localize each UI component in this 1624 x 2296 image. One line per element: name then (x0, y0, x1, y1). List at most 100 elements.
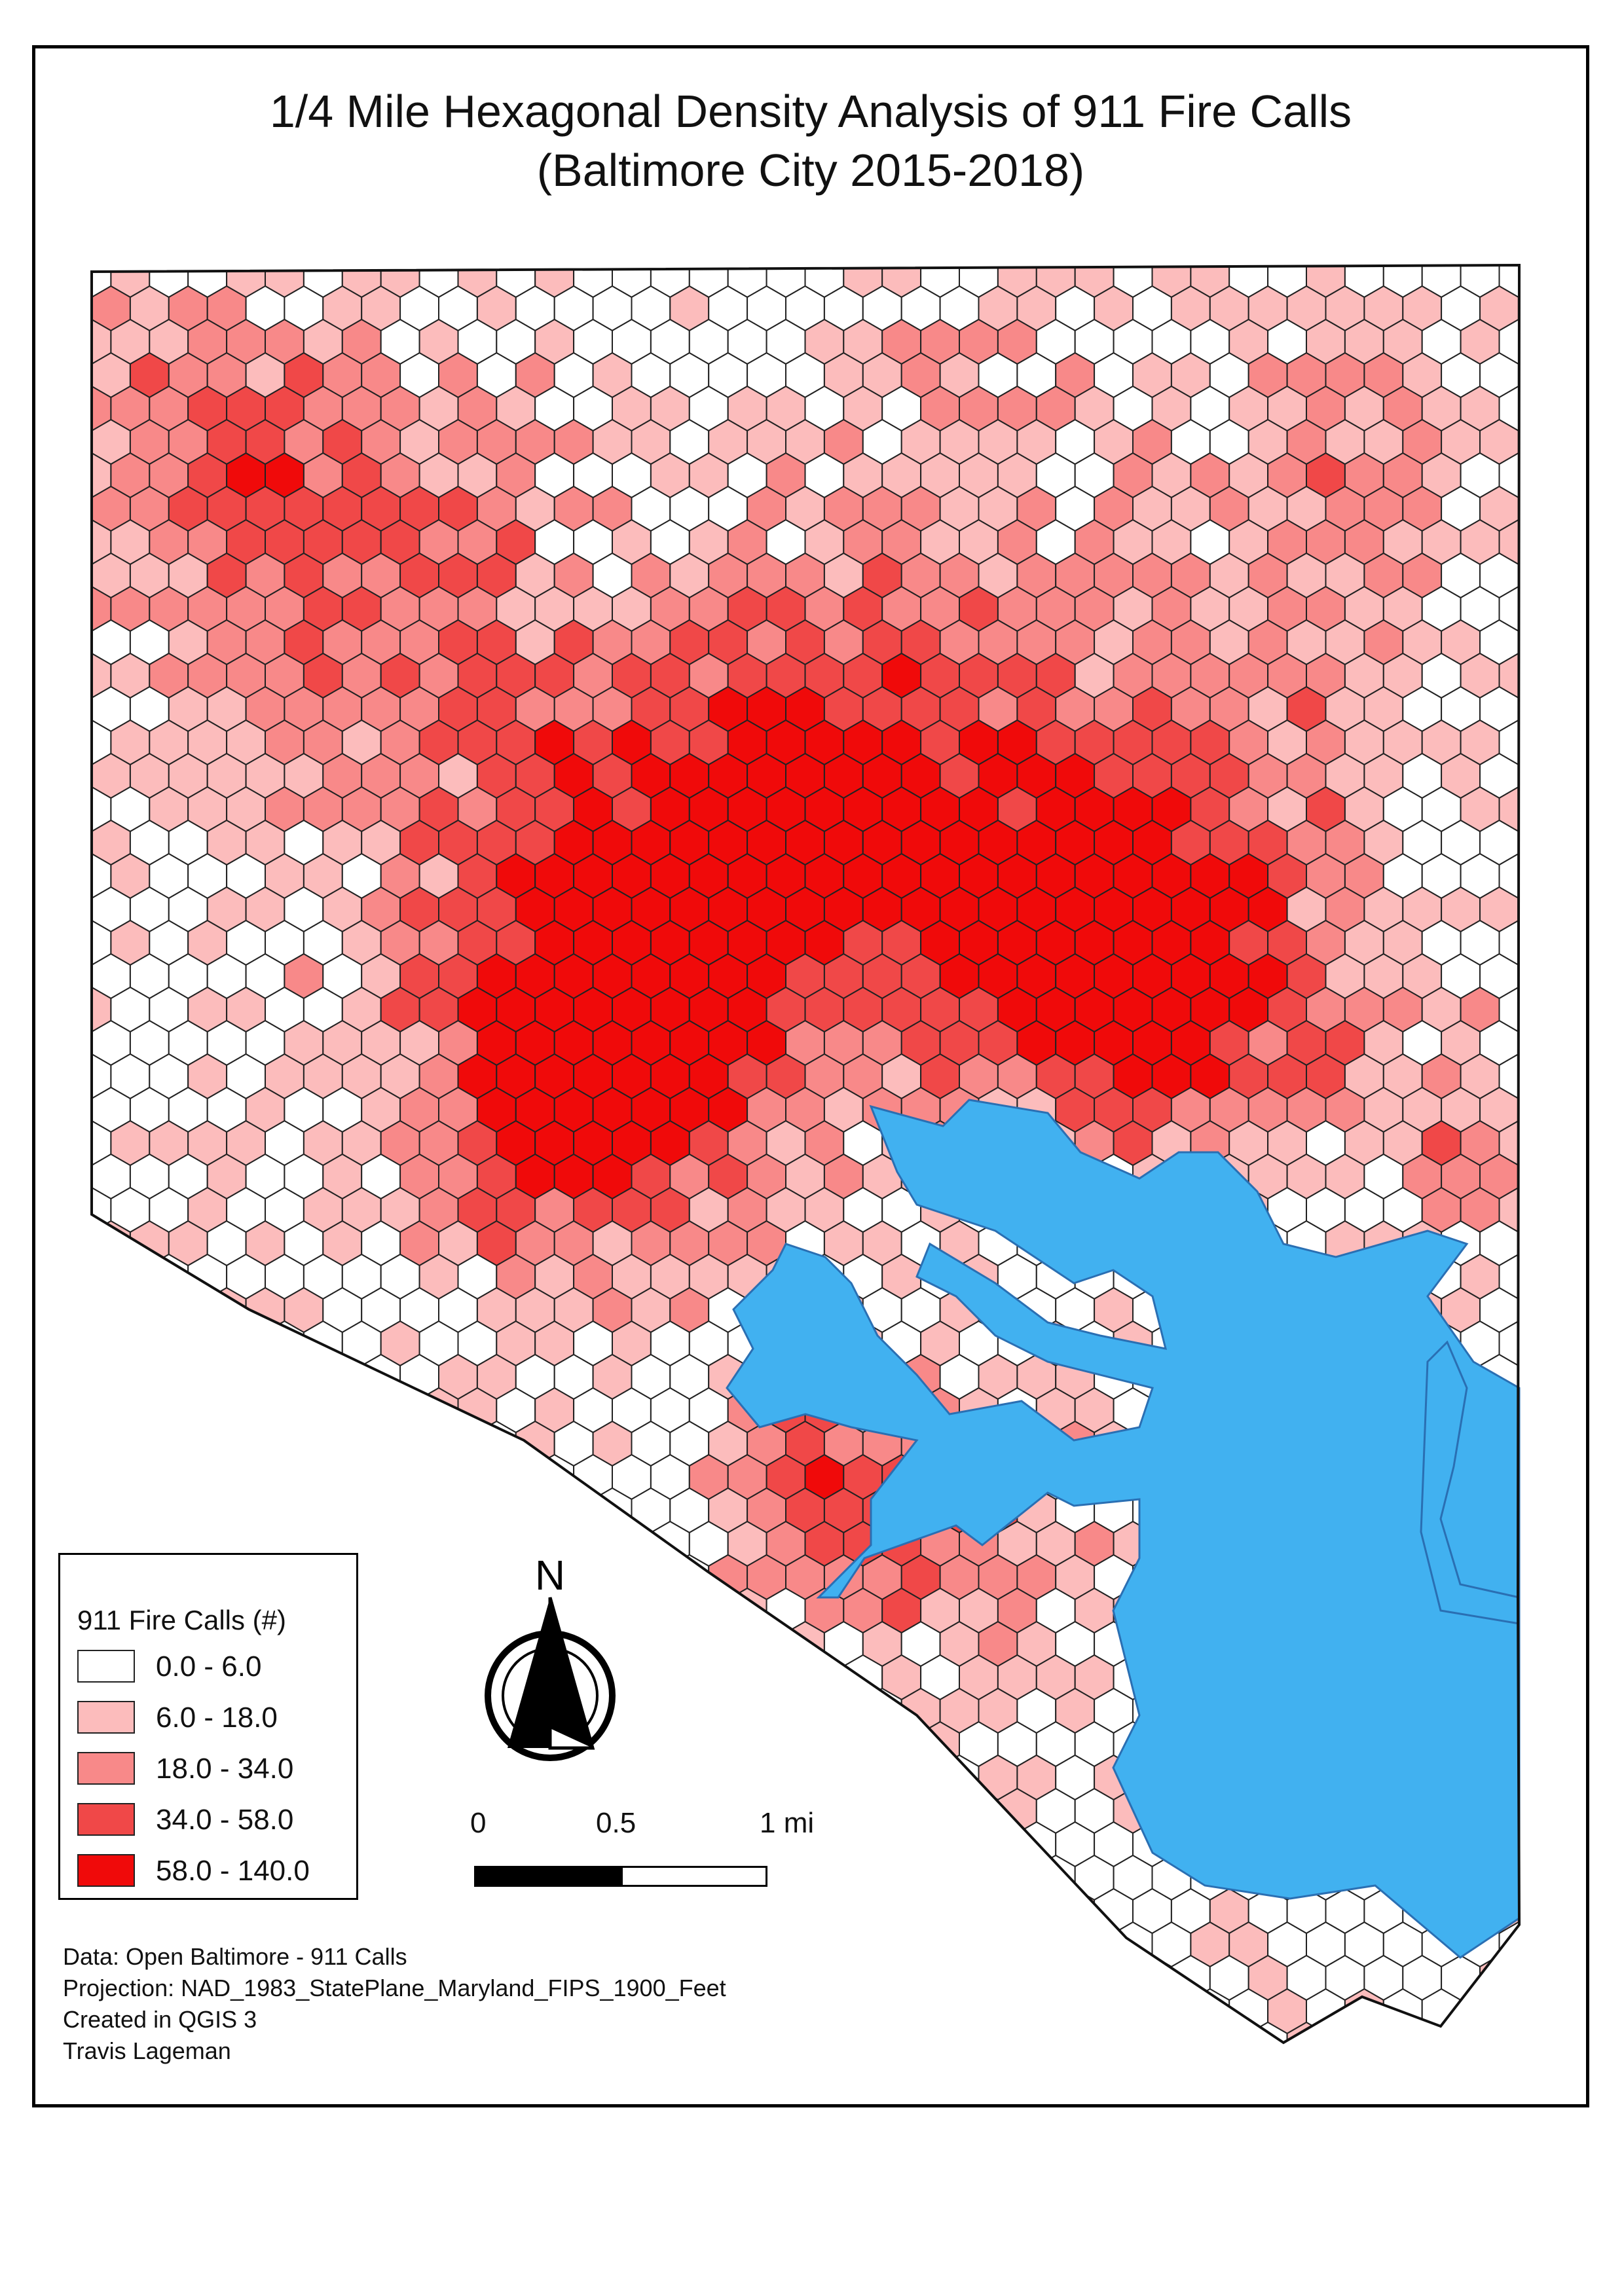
title-line-2: (Baltimore City 2015-2018) (536, 145, 1085, 196)
hex-cell (727, 1921, 767, 1968)
inlet-water (1420, 1340, 1521, 1625)
hex-cell (1498, 1988, 1519, 2035)
legend-item: 0.0 - 6.0 (77, 1650, 346, 1685)
hex-cell (129, 1487, 170, 1534)
hex-cell (1517, 1620, 1519, 1667)
hex-cell (92, 1420, 131, 1467)
hex-cell (1094, 1954, 1134, 2001)
hex-cell (380, 1854, 420, 1901)
hex-cell (92, 1353, 131, 1400)
hex-cell (438, 1420, 478, 1467)
hex-cell (206, 1420, 247, 1467)
hex-cell (438, 1687, 478, 1734)
scale-label-1mi: 1 mi (760, 1807, 815, 1839)
hex-cell (1016, 1887, 1057, 1935)
harbor-water (726, 1099, 1521, 1959)
hex-cell (747, 1954, 786, 2001)
hex-cell (1517, 886, 1519, 933)
hex-cell (1517, 1286, 1519, 1334)
hex-cell (688, 1587, 729, 1634)
hex-cell (92, 1487, 131, 1534)
hex-cell (1035, 1921, 1076, 1968)
hex-cell (149, 1453, 189, 1501)
legend-item: 58.0 - 140.0 (77, 1854, 346, 1889)
hex-cell (1517, 1754, 1519, 1801)
hex-cell (766, 1654, 806, 1701)
hex-cell (515, 1487, 555, 1534)
hex-cell (418, 1787, 459, 1834)
legend-swatch (77, 1752, 135, 1785)
hex-cell (920, 1854, 960, 1901)
hex-cell (457, 1453, 498, 1501)
hex-cell (1517, 1821, 1519, 1868)
hex-cell (361, 1487, 401, 1534)
hex-cell (303, 1453, 343, 1501)
hex-cell (978, 1821, 1018, 1868)
hex-cell (1517, 418, 1519, 465)
hex-cell (650, 1587, 690, 1634)
hex-cell (920, 1787, 960, 1834)
hex-cell (1113, 1988, 1153, 2035)
hex-cell (881, 1921, 922, 1968)
hex-cell (785, 1687, 825, 1734)
hex-cell (245, 1420, 286, 1467)
hex-cell (92, 1320, 112, 1367)
hex-cell (843, 1721, 883, 1768)
hex-cell (747, 1754, 786, 1801)
hex-cell (939, 1954, 980, 2001)
hex-cell (322, 1487, 363, 1534)
hex-cell (1441, 2021, 1481, 2043)
hex-cell (380, 1453, 420, 1501)
hex-cell (650, 1654, 690, 1701)
hex-cell (631, 1687, 671, 1734)
hex-cell (862, 1821, 902, 1868)
hex-cell (380, 1787, 420, 1834)
hex-cell (92, 1253, 112, 1300)
hex-cell (438, 1754, 478, 1801)
hex-cell (361, 1620, 401, 1667)
city-boundary (90, 263, 1521, 2045)
hex-cell (284, 1487, 324, 1534)
hex-cell (631, 1754, 671, 1801)
legend-item: 34.0 - 58.0 (77, 1803, 346, 1838)
hex-cell (168, 1420, 208, 1467)
north-arrow-icon: N (478, 1552, 622, 1768)
hex-cell (1209, 2021, 1249, 2043)
hex-cell (399, 1420, 439, 1467)
hex-cell (380, 1721, 420, 1768)
hex-cell (939, 2021, 980, 2043)
hex-cell (785, 2021, 825, 2043)
title-line-1: 1/4 Mile Hexagonal Density Analysis of 9… (269, 86, 1352, 137)
hex-cell (399, 1487, 439, 1534)
hex-cell (438, 1620, 478, 1667)
hex-cell (476, 1487, 517, 1534)
hex-cell (110, 1320, 151, 1367)
hex-cell (862, 2021, 902, 2043)
hex-cell (1325, 2021, 1365, 2043)
hex-cell (110, 1253, 151, 1300)
legend-label: 18.0 - 34.0 (156, 1753, 294, 1785)
hex-cell (187, 1453, 228, 1501)
hex-cell (129, 1353, 170, 1400)
hex-cell (92, 1453, 112, 1501)
hex-cell (881, 1721, 922, 1768)
hex-cell (284, 1353, 324, 1400)
hex-cell (785, 1954, 825, 2001)
hex-cell (168, 1487, 208, 1534)
hex-cell (380, 1520, 420, 1567)
hex-cell (399, 1821, 439, 1868)
hex-cell (1402, 2021, 1443, 2043)
hex-cell (997, 1854, 1037, 1901)
hex-cell (862, 1887, 902, 1935)
hex-cell (380, 1654, 420, 1701)
hex-cell (959, 1988, 999, 2035)
hex-cell (1517, 1420, 1519, 1467)
hex-cell (843, 1921, 883, 1968)
hex-cell (920, 1988, 960, 2035)
hex-cell (553, 1487, 594, 1534)
hex-cell (804, 1721, 845, 1768)
hex-cell (149, 1320, 189, 1367)
hex-cell (1479, 2021, 1519, 2043)
hex-cell (1016, 1954, 1057, 2001)
hex-cell (843, 1787, 883, 1834)
